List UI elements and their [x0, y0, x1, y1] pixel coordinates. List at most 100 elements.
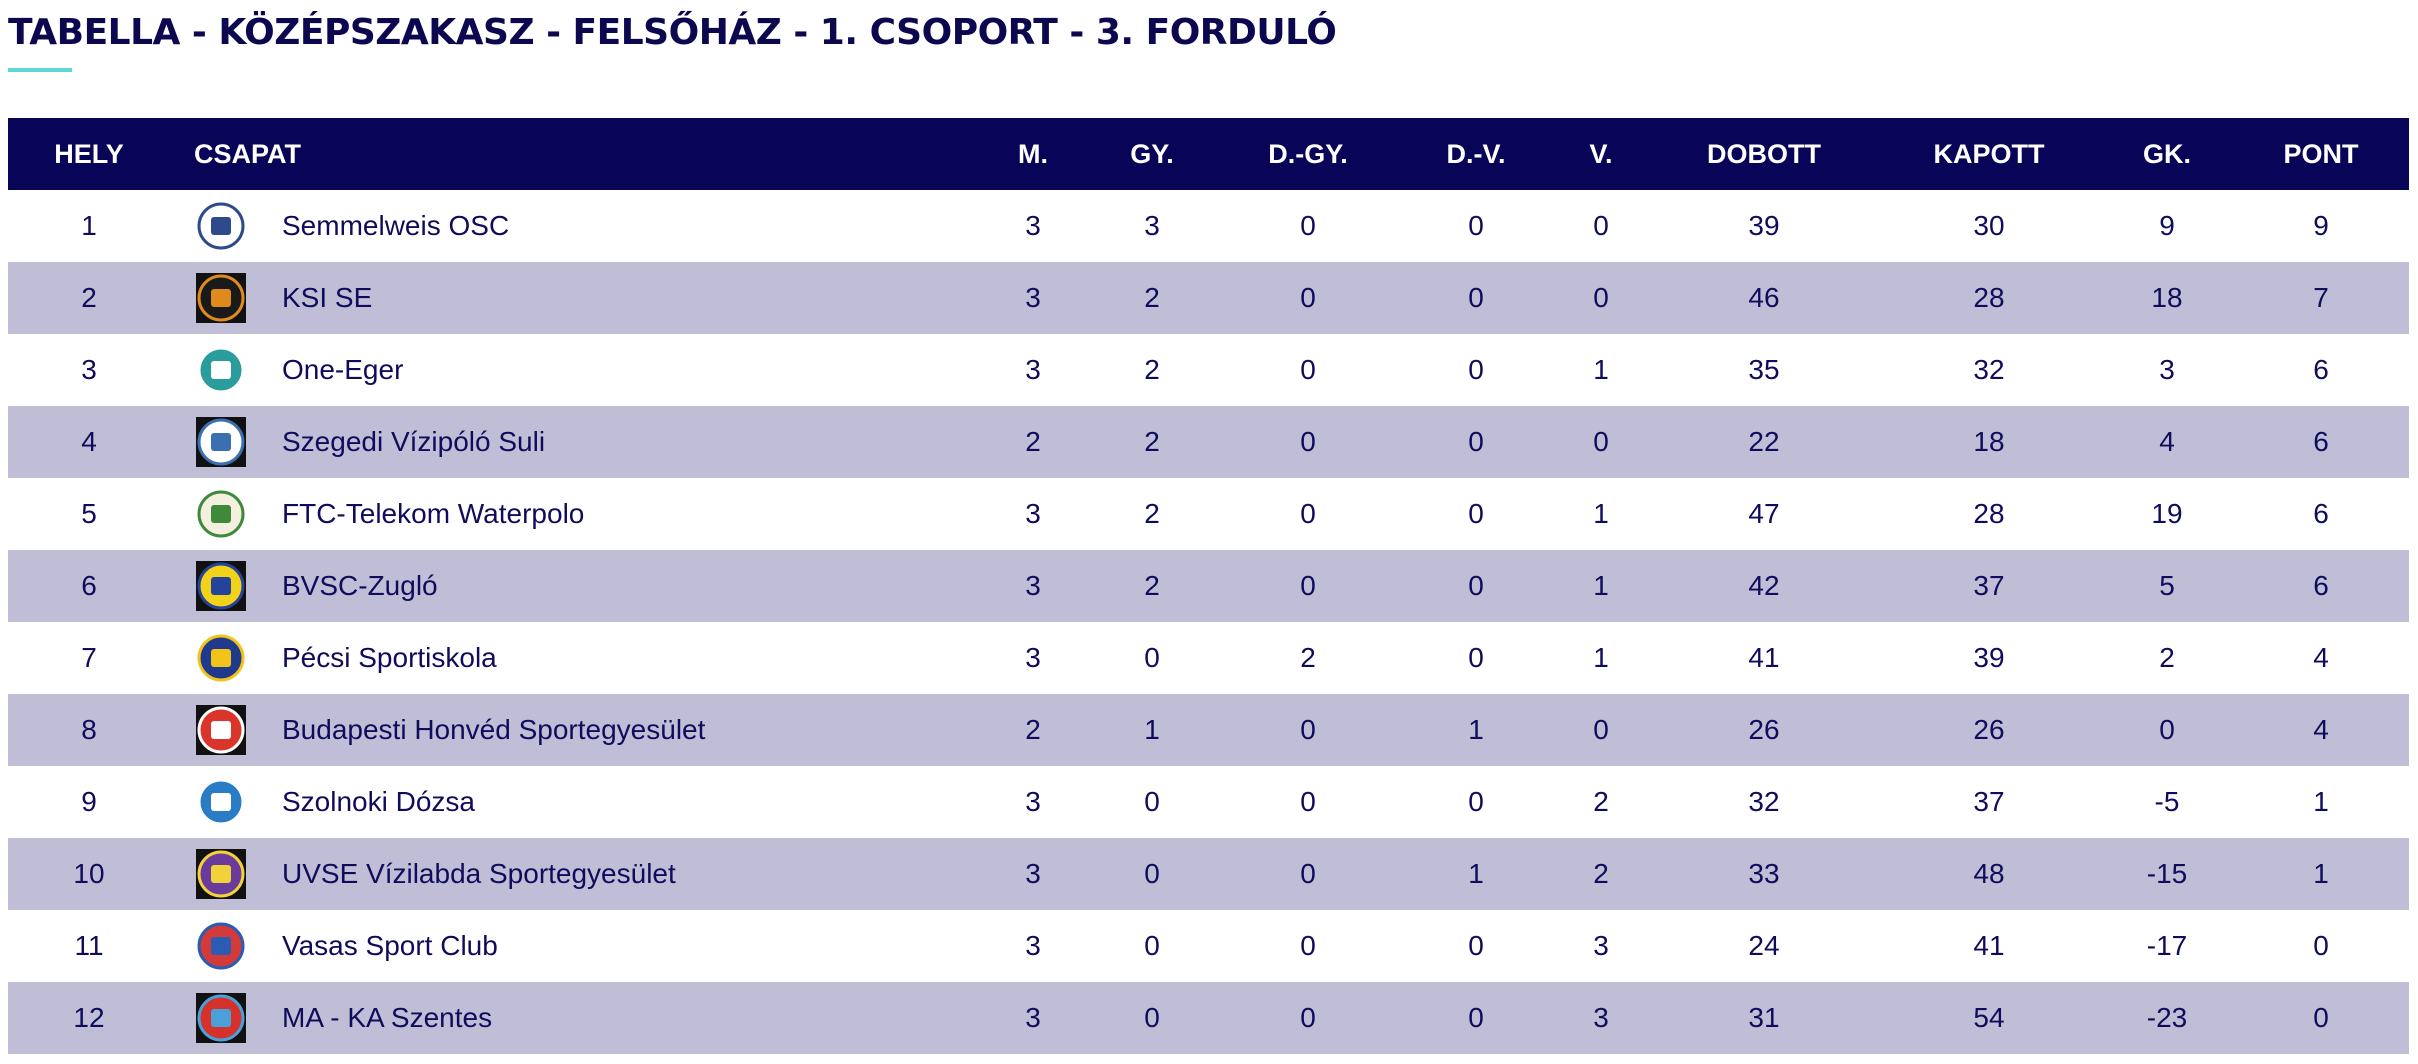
title-accent-line: [8, 68, 72, 72]
cell-goals-against: 30: [1973, 210, 2005, 241]
cell-points: 1: [2313, 786, 2329, 817]
cell-played: 2: [1025, 426, 1041, 457]
cell-team[interactable]: Szegedi Vízipóló Suli: [194, 406, 994, 478]
cell-wins: 2: [1144, 282, 1160, 313]
header-team[interactable]: CSAPAT: [194, 138, 301, 169]
team-name[interactable]: KSI SE: [282, 282, 373, 313]
table-row: 10 3 0 0 1 2 33 48 -15 1 UVSE Vízilabda Sportegyes…: [8, 838, 2409, 910]
cell-wins: 0: [1144, 858, 1160, 889]
cell-points: 6: [2313, 498, 2329, 529]
team-name[interactable]: Budapesti Honvéd Sportegyesület: [282, 714, 706, 745]
cell-goals-against: 41: [1973, 930, 2005, 961]
header-wins[interactable]: GY.: [1130, 138, 1174, 169]
cell-draw-wins: 0: [1300, 714, 1316, 745]
cell-goal-diff: 18: [2151, 282, 2183, 313]
header-points[interactable]: PONT: [2283, 138, 2359, 169]
cell-team[interactable]: Pécsi Sportiskola: [194, 622, 994, 694]
cell-team[interactable]: KSI SE: [194, 262, 994, 334]
cell-position: 1: [81, 210, 97, 241]
cell-points: 6: [2313, 354, 2329, 385]
cell-losses: 2: [1593, 858, 1609, 889]
cell-goal-diff: -23: [2146, 1002, 2188, 1033]
cell-goals-against: 18: [1973, 426, 2005, 457]
cell-team[interactable]: Vasas Sport Club: [194, 910, 994, 982]
team-name[interactable]: Vasas Sport Club: [282, 930, 498, 961]
szolnoki-logo-icon: [194, 777, 248, 827]
cell-goals-for: 35: [1748, 354, 1780, 385]
cell-losses: 0: [1593, 714, 1609, 745]
cell-goals-for: 41: [1748, 642, 1780, 673]
cell-position: 2: [81, 282, 97, 313]
cell-position: 9: [81, 786, 97, 817]
cell-draw-losses: 0: [1468, 642, 1484, 673]
team-name[interactable]: Semmelweis OSC: [282, 210, 510, 241]
cell-team[interactable]: UVSE Vízilabda Sportegyesület: [194, 838, 994, 910]
cell-position: 3: [81, 354, 97, 385]
cell-draw-wins: 0: [1300, 1002, 1316, 1033]
cell-team[interactable]: FTC-Telekom Waterpolo: [194, 478, 994, 550]
cell-points: 0: [2313, 930, 2329, 961]
header-draw-wins[interactable]: D.-GY.: [1268, 138, 1348, 169]
team-name[interactable]: MA - KA Szentes: [282, 1002, 493, 1033]
team-name[interactable]: FTC-Telekom Waterpolo: [282, 498, 585, 529]
table-row: 7 3 0 2 0 1 41 39 2 4 Pécsi Sportiskola: [8, 622, 2409, 694]
team-name[interactable]: UVSE Vízilabda Sportegyesület: [282, 858, 676, 889]
header-played[interactable]: M.: [1018, 138, 1048, 169]
cell-position: 6: [81, 570, 97, 601]
cell-points: 1: [2313, 858, 2329, 889]
team-name[interactable]: Szolnoki Dózsa: [282, 786, 475, 817]
header-losses[interactable]: V.: [1589, 138, 1613, 169]
cell-played: 3: [1025, 498, 1041, 529]
cell-team[interactable]: Budapesti Honvéd Sportegyesület: [194, 694, 994, 766]
cell-draw-wins: 0: [1300, 570, 1316, 601]
cell-wins: 0: [1144, 786, 1160, 817]
cell-goal-diff: 5: [2159, 570, 2175, 601]
cell-draw-wins: 0: [1300, 498, 1316, 529]
cell-draw-wins: 0: [1300, 858, 1316, 889]
team-name[interactable]: BVSC-Zugló: [282, 570, 438, 601]
cell-team[interactable]: Semmelweis OSC: [194, 190, 994, 262]
cell-goal-diff: -17: [2146, 930, 2188, 961]
cell-goals-for: 33: [1748, 858, 1780, 889]
cell-goal-diff: -15: [2146, 858, 2188, 889]
cell-goal-diff: 9: [2159, 210, 2175, 241]
cell-draw-losses: 0: [1468, 930, 1484, 961]
cell-team[interactable]: MA - KA Szentes: [194, 982, 994, 1054]
cell-losses: 0: [1593, 426, 1609, 457]
cell-draw-wins: 0: [1300, 210, 1316, 241]
cell-draw-wins: 0: [1300, 786, 1316, 817]
header-pos[interactable]: HELY: [54, 138, 124, 169]
cell-losses: 0: [1593, 210, 1609, 241]
header-goal-diff[interactable]: GK.: [2142, 138, 2191, 169]
cell-wins: 2: [1144, 498, 1160, 529]
cell-goals-for: 24: [1748, 930, 1780, 961]
header-goals-for[interactable]: DOBOTT: [1707, 138, 1821, 169]
cell-goals-against: 39: [1973, 642, 2005, 673]
cell-team[interactable]: BVSC-Zugló: [194, 550, 994, 622]
header-goals-against[interactable]: KAPOTT: [1933, 138, 2045, 169]
cell-position: 10: [73, 858, 105, 889]
cell-goals-for: 47: [1748, 498, 1780, 529]
team-name[interactable]: One-Eger: [282, 354, 404, 385]
cell-team[interactable]: Szolnoki Dózsa: [194, 766, 994, 838]
table-row: 11 3 0 0 0 3 24 41 -17 0 Vasas Sport Club: [8, 910, 2409, 982]
cell-goals-against: 37: [1973, 570, 2005, 601]
pecsi-logo-icon: [194, 633, 248, 683]
cell-goals-for: 46: [1748, 282, 1780, 313]
header-draw-losses[interactable]: D.-V.: [1446, 138, 1506, 169]
cell-goal-diff: 4: [2159, 426, 2175, 457]
cell-losses: 3: [1593, 1002, 1609, 1033]
table-row: 3 3 2 0 0 1 35 32 3 6 One-Eger: [8, 334, 2409, 406]
team-name[interactable]: Pécsi Sportiskola: [282, 642, 497, 673]
cell-played: 3: [1025, 858, 1041, 889]
cell-draw-losses: 1: [1468, 714, 1484, 745]
table-row: 8 2 1 0 1 0 26 26 0 4 Budapesti Honvéd Sportegyesü…: [8, 694, 2409, 766]
cell-draw-losses: 0: [1468, 282, 1484, 313]
cell-position: 12: [73, 1002, 105, 1033]
cell-team[interactable]: One-Eger: [194, 334, 994, 406]
cell-played: 3: [1025, 210, 1041, 241]
team-name[interactable]: Szegedi Vízipóló Suli: [282, 426, 546, 457]
cell-goals-for: 22: [1748, 426, 1780, 457]
cell-goals-against: 48: [1973, 858, 2005, 889]
cell-goals-against: 32: [1973, 354, 2005, 385]
